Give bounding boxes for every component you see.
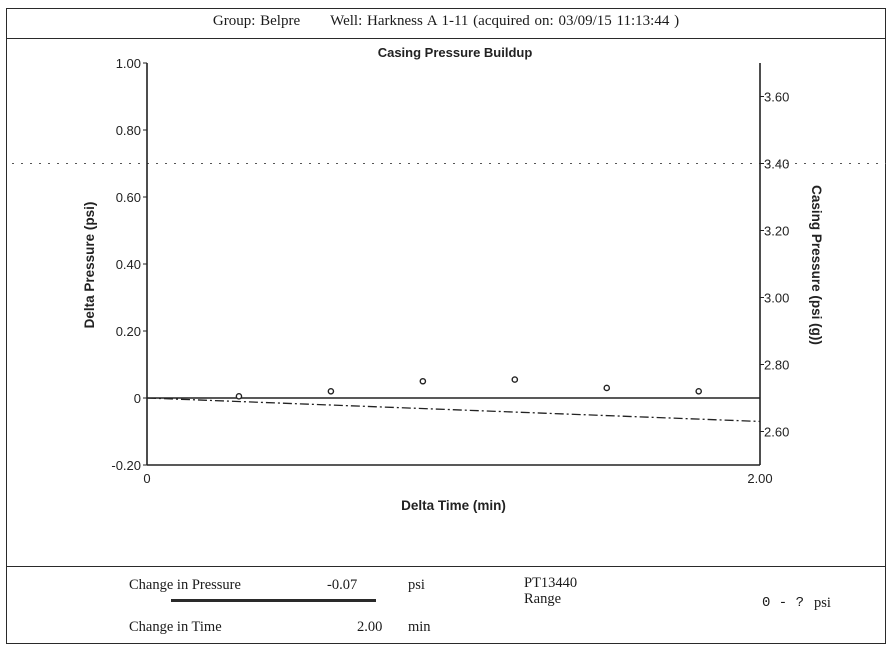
- y2-tick-label: 3.20: [764, 224, 789, 239]
- report-frame: Group: Belpre Well: Harkness A 1-11 (acqu…: [6, 8, 886, 644]
- range-value: 0 - ?: [762, 595, 805, 611]
- range-label: Range: [524, 591, 562, 607]
- casing-pressure-chart: Casing Pressure Buildup 1.00 0.80 0.60 0.40 0…: [12, 45, 886, 513]
- change-time-value: 2.00: [357, 619, 383, 635]
- change-time-unit: min: [408, 619, 431, 635]
- range-unit: psi: [814, 595, 831, 611]
- x-tick-label: 0: [143, 471, 150, 486]
- y2-tick-label: 2.80: [764, 358, 789, 373]
- trend-line: [146, 397, 761, 423]
- y-axis-label: Delta Pressure (psi): [82, 202, 97, 329]
- y-tick-label: 0.60: [116, 190, 141, 205]
- y2-tick-label: 3.60: [764, 90, 789, 105]
- footer-legend-rule: [171, 599, 376, 602]
- chart-title: Casing Pressure Buildup: [378, 45, 533, 60]
- x-axis-label: Delta Time (min): [401, 498, 506, 513]
- change-pressure-label: Change in Pressure: [129, 577, 241, 593]
- y2-tick-label: 3.40: [764, 157, 789, 172]
- report-footer: Change in Pressure -0.07 psi Change in T…: [6, 566, 886, 644]
- y2-tick-label: 3.00: [764, 291, 789, 306]
- data-point: [511, 376, 519, 383]
- y-tick-label: -0.20: [111, 458, 141, 473]
- data-point: [327, 387, 335, 395]
- well-label: Well: Harkness A 1-11 (acquired on: 03/0…: [330, 13, 680, 29]
- y-tick-label: 1.00: [116, 56, 141, 71]
- group-label: Group: Belpre: [212, 13, 301, 29]
- data-point: [695, 387, 703, 395]
- report-header: Group: Belpre Well: Harkness A 1-11 (acqu…: [7, 9, 885, 39]
- change-pressure-value: -0.07: [327, 577, 358, 593]
- change-pressure-unit: psi: [408, 577, 425, 593]
- data-point: [603, 384, 611, 392]
- header-line: Group: Belpre Well: Harkness A 1-11 (acqu…: [7, 13, 885, 30]
- y2-tick-label: 2.60: [764, 425, 789, 440]
- data-point: [419, 377, 427, 385]
- y-tick-label: 0.20: [116, 324, 141, 339]
- y-tick-label: 0.40: [116, 257, 141, 272]
- y2-axis-label: Casing Pressure (psi (g)): [809, 185, 824, 345]
- y-tick-label: 0: [134, 391, 141, 406]
- x-tick-label: 2.00: [747, 471, 772, 486]
- data-point: [235, 393, 243, 400]
- change-time-label: Change in Time: [129, 619, 222, 635]
- sensor-id: PT13440: [524, 575, 578, 591]
- y-tick-label: 0.80: [116, 123, 141, 138]
